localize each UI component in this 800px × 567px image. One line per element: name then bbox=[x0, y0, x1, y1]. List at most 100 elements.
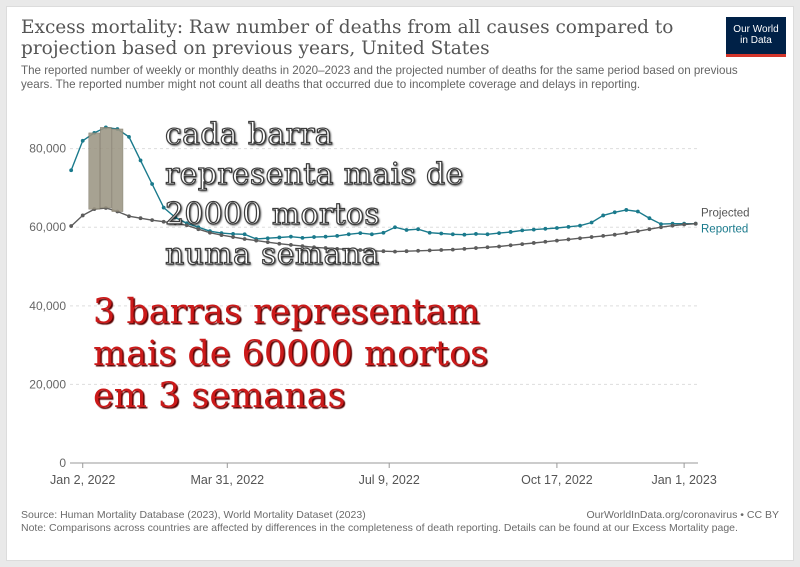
data-point-projected[interactable] bbox=[323, 246, 328, 250]
data-point-reported[interactable] bbox=[555, 226, 559, 230]
data-point-reported[interactable] bbox=[450, 232, 455, 237]
data-point-reported[interactable] bbox=[427, 230, 432, 235]
data-point-reported[interactable] bbox=[601, 213, 606, 218]
data-point-projected[interactable] bbox=[404, 249, 409, 254]
data-point-projected[interactable] bbox=[346, 247, 351, 252]
data-point-reported[interactable] bbox=[69, 168, 74, 173]
data-point-projected[interactable] bbox=[173, 221, 178, 226]
data-point-projected[interactable] bbox=[150, 218, 155, 223]
data-point-projected[interactable] bbox=[208, 230, 212, 235]
data-point-reported[interactable] bbox=[312, 235, 316, 239]
data-point-reported[interactable] bbox=[520, 228, 525, 233]
data-point-reported[interactable] bbox=[566, 224, 571, 229]
data-point-projected[interactable] bbox=[277, 241, 282, 246]
data-point-projected[interactable] bbox=[450, 247, 455, 252]
data-point-projected[interactable] bbox=[612, 232, 617, 237]
data-point-projected[interactable] bbox=[161, 219, 166, 224]
data-point-reported[interactable] bbox=[578, 223, 582, 228]
data-point-projected[interactable] bbox=[335, 246, 340, 251]
data-point-projected[interactable] bbox=[69, 224, 74, 228]
data-point-projected[interactable] bbox=[369, 248, 374, 253]
data-point-projected[interactable] bbox=[555, 238, 559, 243]
data-point-reported[interactable] bbox=[543, 226, 548, 231]
data-point-reported[interactable] bbox=[439, 231, 444, 236]
data-point-reported[interactable] bbox=[127, 134, 131, 139]
data-point-reported[interactable] bbox=[381, 230, 386, 235]
data-point-projected[interactable] bbox=[647, 227, 652, 232]
data-point-reported[interactable] bbox=[612, 210, 617, 215]
data-point-projected[interactable] bbox=[393, 249, 397, 254]
data-point-projected[interactable] bbox=[80, 213, 85, 218]
data-point-projected[interactable] bbox=[601, 233, 606, 238]
data-point-projected[interactable] bbox=[427, 248, 432, 253]
data-point-projected[interactable] bbox=[485, 245, 490, 250]
data-point-reported[interactable] bbox=[358, 231, 363, 236]
data-point-reported[interactable] bbox=[369, 232, 374, 237]
highlight-bar bbox=[100, 127, 112, 209]
data-point-projected[interactable] bbox=[265, 240, 270, 245]
data-point-reported[interactable] bbox=[647, 216, 652, 221]
data-point-reported[interactable] bbox=[485, 232, 490, 237]
data-point-reported[interactable] bbox=[242, 232, 247, 237]
data-point-projected[interactable] bbox=[312, 245, 316, 250]
data-point-projected[interactable] bbox=[127, 214, 131, 219]
data-point-projected[interactable] bbox=[508, 243, 513, 248]
data-point-projected[interactable] bbox=[543, 239, 548, 244]
footer-url[interactable]: OurWorldInData.org/coronavirus • CC BY bbox=[586, 509, 779, 521]
data-point-reported[interactable] bbox=[393, 225, 397, 230]
data-point-reported[interactable] bbox=[161, 205, 166, 210]
data-point-reported[interactable] bbox=[335, 233, 340, 238]
data-point-projected[interactable] bbox=[670, 223, 675, 228]
data-point-reported[interactable] bbox=[624, 208, 629, 212]
data-point-projected[interactable] bbox=[462, 246, 467, 251]
data-point-projected[interactable] bbox=[624, 231, 629, 236]
data-point-reported[interactable] bbox=[508, 230, 513, 234]
data-point-projected[interactable] bbox=[497, 244, 501, 249]
data-point-projected[interactable] bbox=[242, 237, 247, 241]
data-point-projected[interactable] bbox=[578, 236, 582, 241]
data-point-projected[interactable] bbox=[635, 229, 640, 234]
data-point-projected[interactable] bbox=[474, 246, 478, 250]
data-point-projected[interactable] bbox=[219, 233, 224, 237]
data-point-reported[interactable] bbox=[404, 228, 409, 232]
data-point-projected[interactable] bbox=[231, 235, 235, 239]
owid-logo[interactable]: Our World in Data bbox=[726, 17, 786, 57]
data-point-reported[interactable] bbox=[150, 182, 155, 186]
data-point-projected[interactable] bbox=[138, 216, 143, 221]
data-point-projected[interactable] bbox=[381, 249, 386, 254]
data-point-projected[interactable] bbox=[531, 241, 536, 245]
data-point-projected[interactable] bbox=[439, 248, 444, 252]
data-point-reported[interactable] bbox=[416, 227, 421, 232]
data-point-reported[interactable] bbox=[659, 222, 663, 226]
data-point-reported[interactable] bbox=[497, 231, 501, 236]
data-point-projected[interactable] bbox=[566, 237, 571, 242]
data-point-projected[interactable] bbox=[693, 221, 698, 226]
data-point-reported[interactable] bbox=[300, 235, 305, 240]
data-point-projected[interactable] bbox=[288, 243, 293, 247]
data-point-projected[interactable] bbox=[254, 238, 259, 243]
data-point-reported[interactable] bbox=[173, 215, 178, 220]
data-point-projected[interactable] bbox=[520, 242, 525, 247]
y-tick-label: 40,000 bbox=[29, 299, 66, 313]
data-point-reported[interactable] bbox=[323, 234, 328, 239]
data-point-reported[interactable] bbox=[231, 232, 235, 236]
data-point-projected[interactable] bbox=[659, 225, 663, 230]
data-point-projected[interactable] bbox=[682, 222, 687, 227]
data-point-projected[interactable] bbox=[589, 235, 594, 239]
data-point-reported[interactable] bbox=[531, 227, 536, 232]
data-point-projected[interactable] bbox=[416, 248, 421, 253]
data-point-projected[interactable] bbox=[358, 248, 363, 252]
data-point-reported[interactable] bbox=[589, 220, 594, 225]
data-point-reported[interactable] bbox=[288, 234, 293, 239]
data-point-reported[interactable] bbox=[277, 235, 282, 240]
data-point-reported[interactable] bbox=[138, 158, 143, 163]
data-point-reported[interactable] bbox=[635, 209, 640, 214]
data-point-projected[interactable] bbox=[300, 244, 305, 248]
data-point-projected[interactable] bbox=[184, 223, 189, 228]
data-point-projected[interactable] bbox=[196, 227, 201, 232]
data-point-reported[interactable] bbox=[265, 236, 270, 241]
data-point-reported[interactable] bbox=[474, 232, 478, 236]
data-point-reported[interactable] bbox=[346, 232, 351, 237]
data-point-reported[interactable] bbox=[80, 138, 85, 143]
data-point-reported[interactable] bbox=[462, 232, 467, 237]
